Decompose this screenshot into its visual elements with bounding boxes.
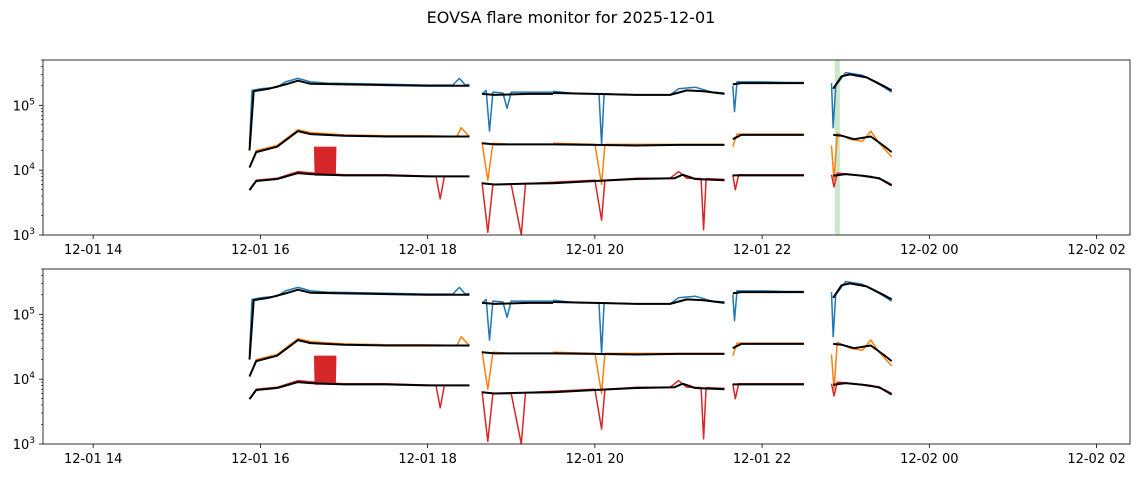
y-tick-label: 103 [13, 227, 35, 244]
raw-series-line [481, 298, 554, 341]
y-tick-label: 104 [13, 162, 36, 179]
smoothed-series-line [248, 288, 470, 360]
y-tick-label: 104 [13, 371, 36, 388]
smoothed-series-line [481, 142, 554, 146]
smoothed-series-line [553, 89, 725, 96]
x-tick-label: 12-01 16 [231, 452, 289, 467]
burst-series-line [313, 355, 337, 385]
bottom-panel: 12-01 14 12-01 16 12-01 18 12-01 20 12-01 22… [13, 268, 1131, 467]
plot-area [248, 60, 893, 235]
raw-series-line [553, 170, 725, 231]
smoothed-series-line [833, 342, 893, 362]
x-tick-label: 12-01 22 [733, 452, 791, 467]
smoothed-series-line [248, 130, 470, 168]
y-tick-label: 103 [13, 436, 35, 453]
x-tick-label: 12-02 02 [1067, 452, 1125, 467]
smoothed-series-line [732, 342, 804, 350]
smoothed-series-line [481, 301, 554, 305]
smoothed-series-line [833, 173, 893, 187]
y-tick-label: 105 [13, 97, 35, 114]
smoothed-series-line [481, 351, 554, 355]
axes-frame [42, 268, 1131, 445]
x-tick-label: 12-02 00 [900, 452, 958, 467]
x-tick-label: 12-01 18 [398, 452, 456, 467]
y-tick-label: 105 [13, 306, 35, 323]
smoothed-series-line [248, 381, 470, 400]
smoothed-series-line [553, 173, 725, 185]
x-tick-label: 12-01 14 [64, 452, 122, 467]
raw-series-line [481, 89, 554, 132]
raw-series-line [553, 379, 725, 440]
top-panel: 12-01 14 12-01 16 12-01 18 12-01 20 12-01 22… [13, 59, 1131, 258]
figure-title: EOVSA flare monitor for 2025-12-01 [427, 8, 716, 27]
smoothed-series-line [248, 79, 470, 151]
x-tick-label: 12-01 20 [566, 243, 624, 258]
smoothed-series-line [481, 182, 554, 186]
x-tick-label: 12-01 22 [733, 243, 791, 258]
smoothed-series-line [553, 298, 725, 305]
smoothed-series-line [481, 92, 554, 96]
x-tick-label: 12-01 20 [566, 452, 624, 467]
smoothed-series-line [833, 133, 893, 153]
x-tick-label: 12-01 14 [64, 243, 122, 258]
x-tick-label: 12-02 00 [900, 243, 958, 258]
plot-area [248, 280, 893, 444]
smoothed-series-line [833, 382, 893, 396]
smoothed-series-line [248, 339, 470, 377]
x-tick-label: 12-01 16 [231, 243, 289, 258]
smoothed-series-line [553, 143, 725, 147]
x-tick-label: 12-01 18 [398, 243, 456, 258]
axes-frame [42, 59, 1131, 236]
smoothed-series-line [732, 133, 804, 141]
smoothed-series-line [832, 282, 893, 301]
smoothed-series-line [832, 73, 893, 92]
smoothed-series-line [248, 172, 470, 191]
smoothed-series-line [553, 382, 725, 394]
burst-series-line [313, 146, 337, 176]
smoothed-series-line [553, 352, 725, 356]
smoothed-series-line [732, 82, 804, 86]
highlight-span [834, 60, 840, 235]
x-tick-label: 12-02 02 [1067, 243, 1125, 258]
smoothed-series-line [732, 291, 804, 295]
smoothed-series-line [481, 391, 554, 395]
